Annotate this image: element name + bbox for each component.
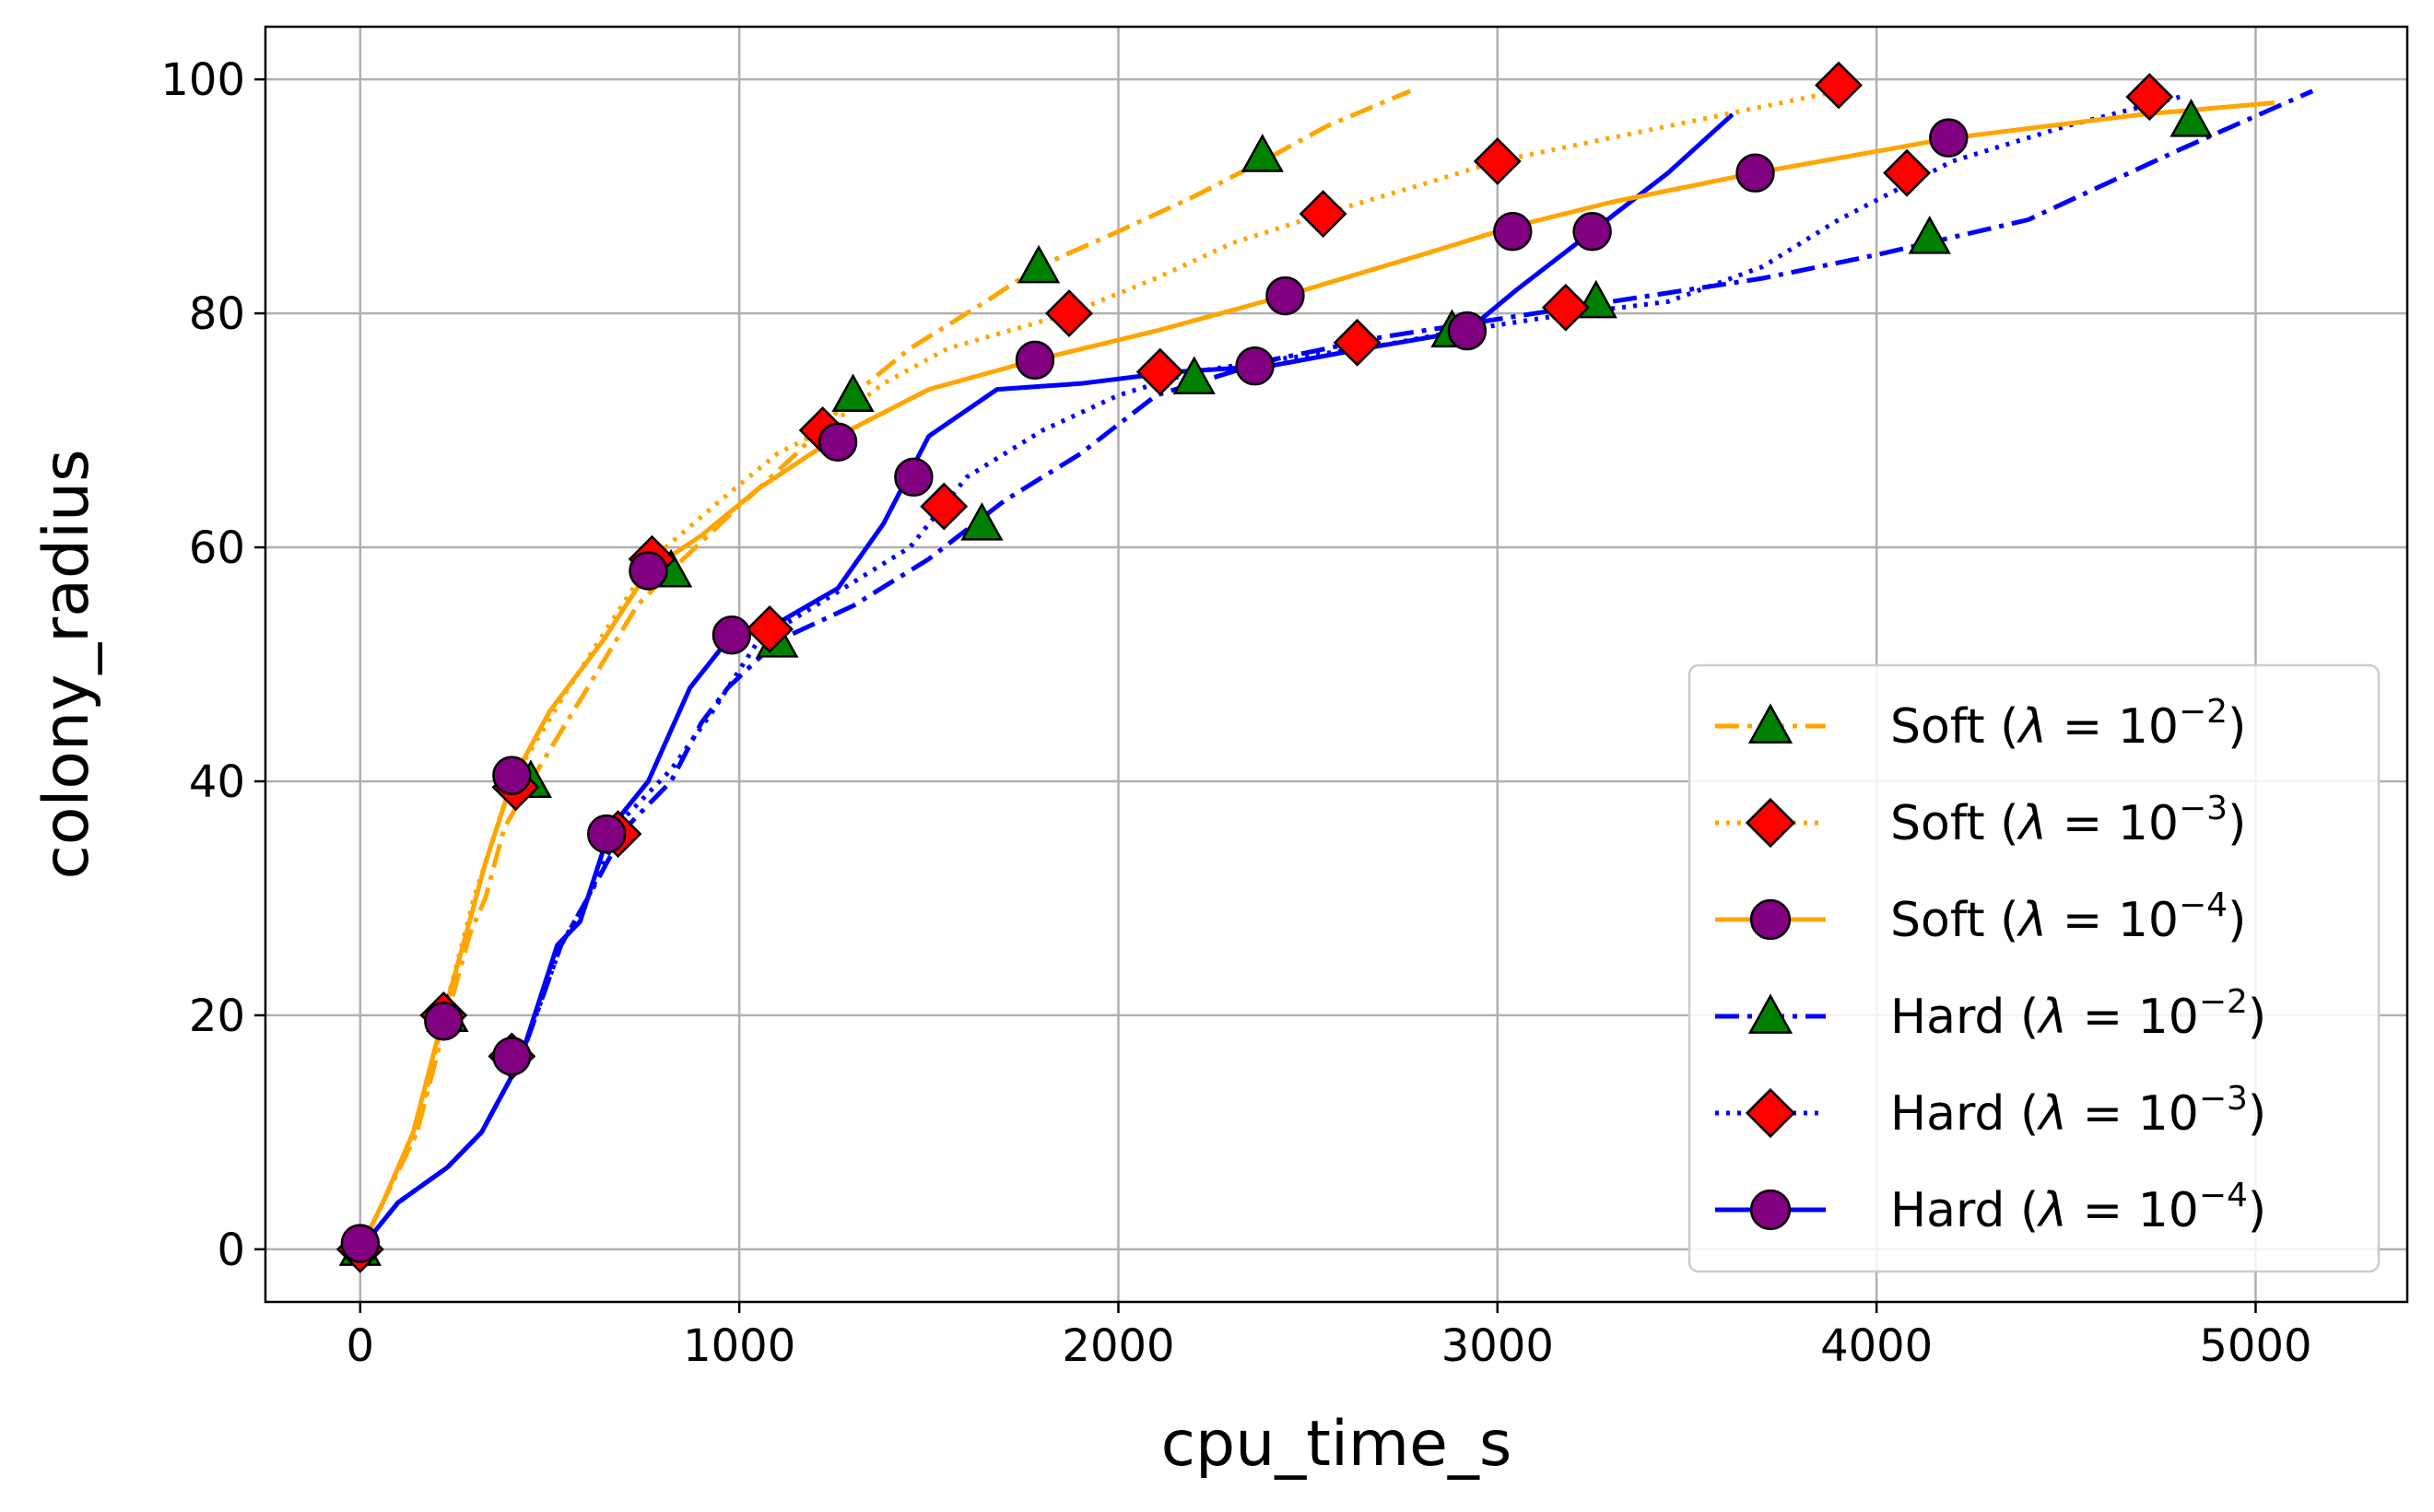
data-point-0-8 bbox=[1172, 356, 1216, 394]
data-point-0-13 bbox=[2169, 99, 2213, 137]
series-markers bbox=[335, 61, 2213, 1273]
data-point-0-12 bbox=[1908, 215, 1951, 254]
legend-marker-2 bbox=[1749, 898, 1792, 941]
legend-label-3: Hard (λ = 10−2) bbox=[1890, 983, 2266, 1045]
data-point-1-17 bbox=[2125, 73, 2174, 122]
data-point-2-0 bbox=[340, 1224, 381, 1263]
data-point-1-12 bbox=[1333, 318, 1382, 367]
data-point-1-6 bbox=[746, 604, 794, 653]
data-point-2-11 bbox=[1265, 275, 1305, 316]
data-point-0-9 bbox=[1241, 134, 1284, 172]
data-point-1-8 bbox=[920, 482, 969, 531]
x-tick-label: 0 bbox=[347, 1320, 375, 1372]
data-point-0-5 bbox=[831, 373, 875, 413]
data-point-1-16 bbox=[1883, 148, 1931, 197]
x-axis-label: cpu_time_s bbox=[1161, 1408, 1512, 1481]
data-point-2-16 bbox=[1929, 118, 1969, 158]
data-point-2-1 bbox=[424, 1002, 464, 1041]
y-tick-label: 80 bbox=[189, 288, 245, 340]
legend-marker-4 bbox=[1745, 1087, 1796, 1139]
data-point-0-6 bbox=[960, 502, 1004, 541]
legend-marker-0 bbox=[1747, 703, 1793, 744]
data-point-2-7 bbox=[817, 422, 858, 462]
data-point-1-9 bbox=[1045, 289, 1093, 338]
data-point-1-14 bbox=[1541, 283, 1590, 332]
x-tick-label: 1000 bbox=[683, 1320, 795, 1372]
data-point-2-9 bbox=[1015, 340, 1055, 381]
series-line-2 bbox=[358, 100, 2275, 1250]
legend-label-2: Soft (λ = 10−4) bbox=[1890, 886, 2246, 948]
legend-marker-1 bbox=[1745, 797, 1796, 849]
legend-marker-5 bbox=[1749, 1189, 1792, 1231]
legend-label-4: Hard (λ = 10−3) bbox=[1890, 1080, 2266, 1142]
y-axis-label: colony_radius bbox=[30, 449, 103, 879]
x-tick-label: 5000 bbox=[2199, 1320, 2311, 1372]
legend-box bbox=[1687, 663, 2381, 1273]
legend-label-5: Hard (λ = 10−4) bbox=[1890, 1177, 2266, 1238]
data-point-1-11 bbox=[1299, 190, 1347, 239]
x-tick-label: 3000 bbox=[1441, 1320, 1554, 1372]
series-line-0 bbox=[358, 88, 1412, 1250]
y-tick-label: 20 bbox=[189, 990, 245, 1042]
data-point-2-10 bbox=[1235, 346, 1275, 386]
y-tick-label: 60 bbox=[189, 522, 245, 574]
data-point-2-2 bbox=[492, 1037, 532, 1076]
legend-label-1: Soft (λ = 10−3) bbox=[1890, 790, 2246, 851]
y-tick-label: 0 bbox=[217, 1225, 245, 1276]
x-tick-label: 2000 bbox=[1062, 1320, 1174, 1372]
data-point-0-7 bbox=[1017, 244, 1061, 284]
data-point-1-10 bbox=[1135, 347, 1184, 396]
x-tick-label: 4000 bbox=[1820, 1320, 1933, 1372]
data-point-2-4 bbox=[586, 814, 627, 854]
data-point-2-3 bbox=[492, 756, 532, 795]
data-point-1-15 bbox=[1815, 61, 1863, 110]
data-point-1-13 bbox=[1473, 137, 1522, 185]
data-point-2-13 bbox=[1493, 212, 1533, 252]
legend: Soft (λ = 10−2) Soft (λ = 10−3) Soft (λ = … bbox=[1687, 663, 2381, 1273]
y-tick-label: 40 bbox=[189, 756, 245, 808]
ticks: 0 1000 2000 3000 4000 5000 0 20 40 60 80 100 bbox=[160, 54, 2311, 1372]
data-point-2-6 bbox=[711, 615, 752, 655]
legend-label-0: Soft (λ = 10−2) bbox=[1890, 693, 2246, 755]
data-point-2-14 bbox=[1572, 212, 1612, 252]
plot-frame bbox=[264, 25, 2409, 1304]
data-point-2-12 bbox=[1447, 311, 1487, 351]
legend-marker-3 bbox=[1747, 993, 1793, 1034]
data-point-2-8 bbox=[894, 457, 934, 498]
data-point-2-15 bbox=[1735, 153, 1775, 193]
y-tick-label: 100 bbox=[160, 54, 245, 106]
data-point-2-5 bbox=[629, 551, 668, 591]
